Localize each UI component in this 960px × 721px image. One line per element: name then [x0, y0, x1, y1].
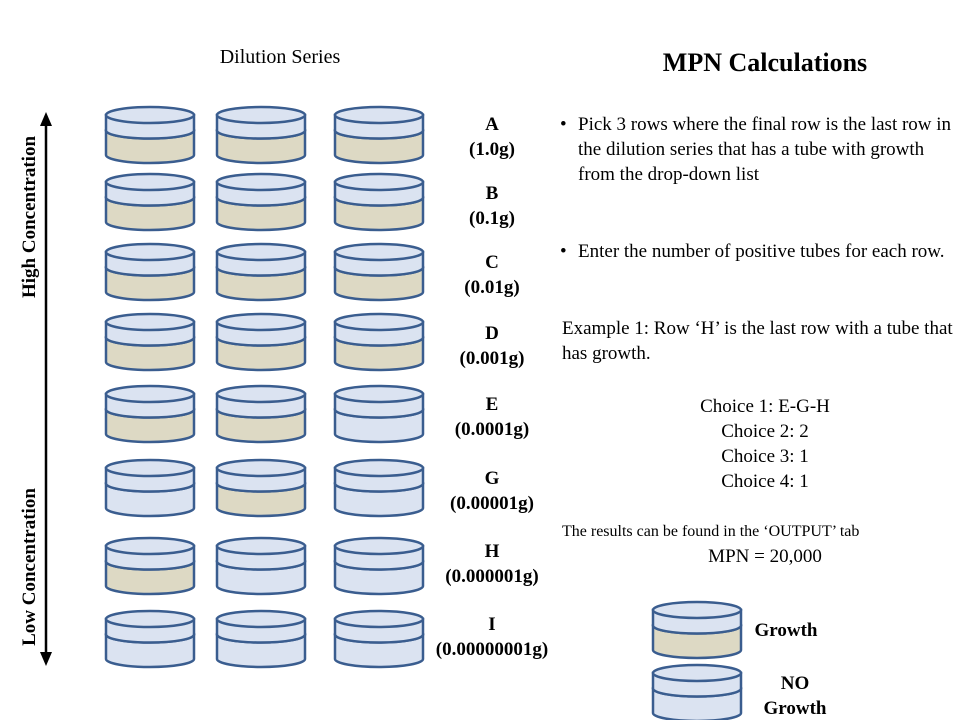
- instruction-bullet: • Enter the number of positive tubes for…: [560, 239, 955, 264]
- legend-growth-label: Growth: [754, 620, 818, 641]
- row-letter: A: [485, 114, 499, 135]
- choice-line: Choice 4: 1: [721, 471, 809, 492]
- row-letter: C: [485, 252, 499, 273]
- dish-h-3: [333, 536, 425, 596]
- row-amount: (0.1g): [469, 208, 515, 229]
- dish-b-2: [215, 172, 307, 232]
- dish-b-1: [104, 172, 196, 232]
- bullet-dot: •: [560, 241, 567, 262]
- legend-no-growth-dish: [651, 663, 743, 720]
- concentration-arrow: [40, 112, 52, 666]
- dish-d-3: [333, 312, 425, 372]
- dish-e-3: [333, 384, 425, 444]
- output-note: The results can be found in the ‘OUTPUT’…: [562, 523, 860, 540]
- dish-h-2: [215, 536, 307, 596]
- choice-line: Choice 2: 2: [721, 421, 809, 442]
- high-concentration-label: High Concentration: [19, 135, 40, 299]
- dish-e-1: [104, 384, 196, 444]
- row-label-c: C (0.01g): [417, 250, 567, 300]
- bullet-dot: •: [560, 114, 567, 135]
- row-letter: D: [485, 323, 499, 344]
- row-label-e: E (0.0001g): [417, 392, 567, 442]
- instruction-text: Pick 3 rows where the final row is the l…: [578, 114, 952, 185]
- dish-a-3: [333, 105, 425, 165]
- row-letter: H: [484, 541, 500, 562]
- dish-e-2: [215, 384, 307, 444]
- dilution-series-title: Dilution Series: [219, 46, 341, 68]
- dish-g-1: [104, 458, 196, 518]
- mpn-result: MPN = 20,000: [708, 546, 822, 567]
- dish-c-3: [333, 242, 425, 302]
- dish-c-2: [215, 242, 307, 302]
- row-amount: (0.00000001g): [435, 639, 549, 660]
- choice-line: Choice 3: 1: [721, 446, 809, 467]
- dish-g-2: [215, 458, 307, 518]
- row-amount: (0.00001g): [450, 493, 534, 514]
- dish-i-1: [104, 609, 196, 669]
- dish-d-1: [104, 312, 196, 372]
- dish-a-1: [104, 105, 196, 165]
- legend-growth-dish: [651, 600, 743, 660]
- dish-i-3: [333, 609, 425, 669]
- dish-c-1: [104, 242, 196, 302]
- row-letter: B: [485, 183, 499, 204]
- instruction-text: Enter the number of positive tubes for e…: [578, 241, 945, 262]
- legend-no-label: NO: [780, 673, 810, 694]
- mpn-calculations-title: MPN Calculations: [662, 48, 868, 77]
- row-label-b: B (0.1g): [417, 181, 567, 231]
- dish-g-3: [333, 458, 425, 518]
- row-label-a: A (1.0g): [417, 112, 567, 162]
- row-amount: (1.0g): [469, 139, 515, 160]
- dish-d-2: [215, 312, 307, 372]
- dish-h-1: [104, 536, 196, 596]
- dish-i-2: [215, 609, 307, 669]
- dish-a-2: [215, 105, 307, 165]
- choice-line: Choice 1: E-G-H: [700, 396, 830, 417]
- row-label-h: H (0.000001g): [417, 539, 567, 589]
- row-label-i: I (0.00000001g): [417, 612, 567, 662]
- row-amount: (0.000001g): [445, 566, 539, 587]
- row-amount: (0.001g): [459, 348, 525, 369]
- low-concentration-label: Low Concentration: [19, 488, 40, 646]
- row-letter: I: [488, 614, 496, 635]
- row-label-d: D (0.001g): [417, 321, 567, 371]
- dish-b-3: [333, 172, 425, 232]
- example-text: Example 1: Row ‘H’ is the last row with …: [562, 318, 953, 364]
- row-letter: E: [485, 394, 499, 415]
- row-letter: G: [484, 468, 500, 489]
- legend-no-growth-label: Growth: [763, 698, 827, 719]
- instruction-bullet: • Pick 3 rows where the final row is the…: [560, 112, 955, 187]
- row-label-g: G (0.00001g): [417, 466, 567, 516]
- row-amount: (0.0001g): [454, 419, 530, 440]
- row-amount: (0.01g): [464, 277, 520, 298]
